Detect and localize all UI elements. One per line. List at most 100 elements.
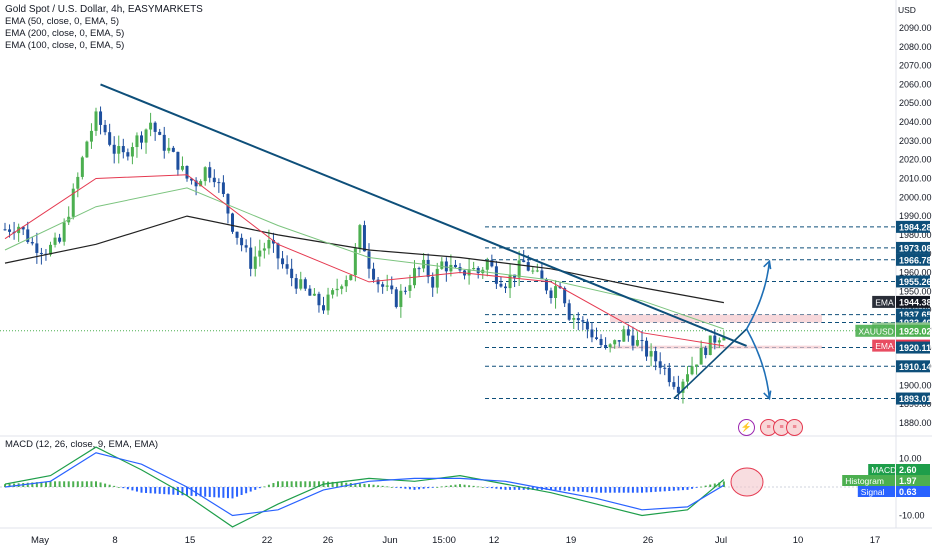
macd-tag-value: 0.63 xyxy=(899,487,917,497)
candle-body xyxy=(658,361,662,368)
candle-body xyxy=(399,290,403,307)
macd-histogram-bar xyxy=(126,487,129,490)
macd-histogram-bar xyxy=(63,481,66,487)
candle-body xyxy=(335,288,339,291)
macd-histogram-bar xyxy=(531,487,534,490)
candle-body xyxy=(49,244,52,255)
ascending-trendline xyxy=(673,328,748,400)
candle-body xyxy=(485,260,489,270)
price-zone xyxy=(610,314,822,323)
macd-histogram-bar xyxy=(4,484,6,487)
candle-body xyxy=(431,276,435,288)
candle-body xyxy=(563,288,567,304)
macd-histogram-bar xyxy=(286,481,289,487)
macd-histogram-bar xyxy=(76,481,79,487)
candle-body xyxy=(654,351,658,362)
candle-body xyxy=(522,260,526,263)
macd-histogram-bar xyxy=(249,487,252,492)
time-axis-label: May xyxy=(31,535,49,546)
macd-histogram-bar xyxy=(49,481,52,487)
price-tick-label: 1900.00 xyxy=(899,380,932,390)
macd-histogram-bar xyxy=(240,487,243,495)
time-axis-label: 19 xyxy=(566,535,577,546)
macd-histogram-bar xyxy=(654,487,657,492)
candle-body xyxy=(453,264,457,268)
macd-histogram-bar xyxy=(595,487,598,493)
macd-histogram-bar xyxy=(263,486,266,488)
time-axis-label: Jun xyxy=(382,535,397,546)
macd-histogram-bar xyxy=(504,487,507,490)
time-axis-label: 12 xyxy=(489,535,500,546)
candle-body xyxy=(317,293,321,306)
macd-histogram-bar xyxy=(463,484,466,487)
macd-histogram-bar xyxy=(622,487,625,493)
price-tag-label-bg xyxy=(872,295,895,308)
price-tick-label: 2070.00 xyxy=(899,61,932,71)
candle-body xyxy=(340,286,344,289)
candle-body xyxy=(326,294,330,311)
candle-body xyxy=(221,182,225,195)
price-tag xyxy=(896,253,930,266)
candle-body xyxy=(390,285,394,290)
candle-body xyxy=(376,279,380,285)
macd-tag-label-bg xyxy=(842,475,895,486)
price-tick-label: 2080.00 xyxy=(899,42,932,52)
candle-body xyxy=(322,305,325,311)
ema-200-legend: EMA (200, close, 0, EMA, 5) xyxy=(5,28,125,39)
macd-tag-label-bg xyxy=(868,464,895,475)
candle-body xyxy=(212,177,216,183)
macd-histogram-bar xyxy=(490,487,493,489)
macd-tag-label: MACD xyxy=(871,465,896,475)
macd-histogram-bar xyxy=(704,485,707,487)
price-tag xyxy=(896,341,930,354)
candle-body xyxy=(381,284,385,287)
time-axis-label: 8 xyxy=(112,535,117,546)
macd-histogram-bar xyxy=(336,482,339,487)
candle-body xyxy=(358,225,362,249)
macd-histogram-bar xyxy=(554,487,557,491)
candle-body xyxy=(576,318,580,321)
time-axis-label: 26 xyxy=(643,535,654,546)
macd-histogram-bar xyxy=(81,481,84,487)
macd-histogram-bar xyxy=(58,481,61,487)
bearish-projection-arrow-head xyxy=(763,390,772,401)
macd-histogram-bar xyxy=(454,484,457,487)
macd-histogram-bar xyxy=(40,481,43,487)
candle-body xyxy=(35,243,39,253)
candle-body xyxy=(271,239,275,244)
price-tag-value: 1973.08 xyxy=(899,243,932,253)
macd-histogram-bar xyxy=(363,483,366,487)
candle-body xyxy=(676,386,680,393)
candle-body xyxy=(362,225,366,252)
candle-body xyxy=(554,286,558,299)
candle-body xyxy=(203,167,207,182)
price-tag-label: EMA xyxy=(875,341,894,351)
candle-body xyxy=(94,111,98,131)
currency-label: USD xyxy=(898,5,916,15)
candle-body xyxy=(695,364,699,367)
macd-histogram-bar xyxy=(85,481,88,487)
candle-body xyxy=(413,268,416,286)
macd-histogram-bar xyxy=(481,487,484,488)
price-tag xyxy=(896,275,930,288)
macd-histogram-bar xyxy=(368,484,370,487)
macd-histogram-bar xyxy=(668,487,671,491)
price-tag-label-bg xyxy=(872,339,895,352)
candle-body xyxy=(281,258,285,265)
macd-histogram-bar xyxy=(472,485,475,487)
candle-body xyxy=(121,146,125,153)
candle-body xyxy=(667,368,671,383)
macd-histogram-bar xyxy=(577,487,580,492)
macd-histogram-bar xyxy=(90,481,93,487)
candle-body xyxy=(135,135,139,148)
macd-histogram-bar xyxy=(677,487,680,491)
price-tag-value: 1966.78 xyxy=(899,255,932,265)
lightning-icon[interactable]: ⚡ xyxy=(738,419,755,436)
us-flag-icon[interactable]: ≡ xyxy=(786,419,803,436)
macd-histogram-bar xyxy=(172,487,175,495)
macd-histogram-bar xyxy=(236,487,239,497)
candle-body xyxy=(180,165,184,170)
macd-tag-label-bg xyxy=(857,486,895,497)
macd-histogram-bar xyxy=(217,487,220,498)
